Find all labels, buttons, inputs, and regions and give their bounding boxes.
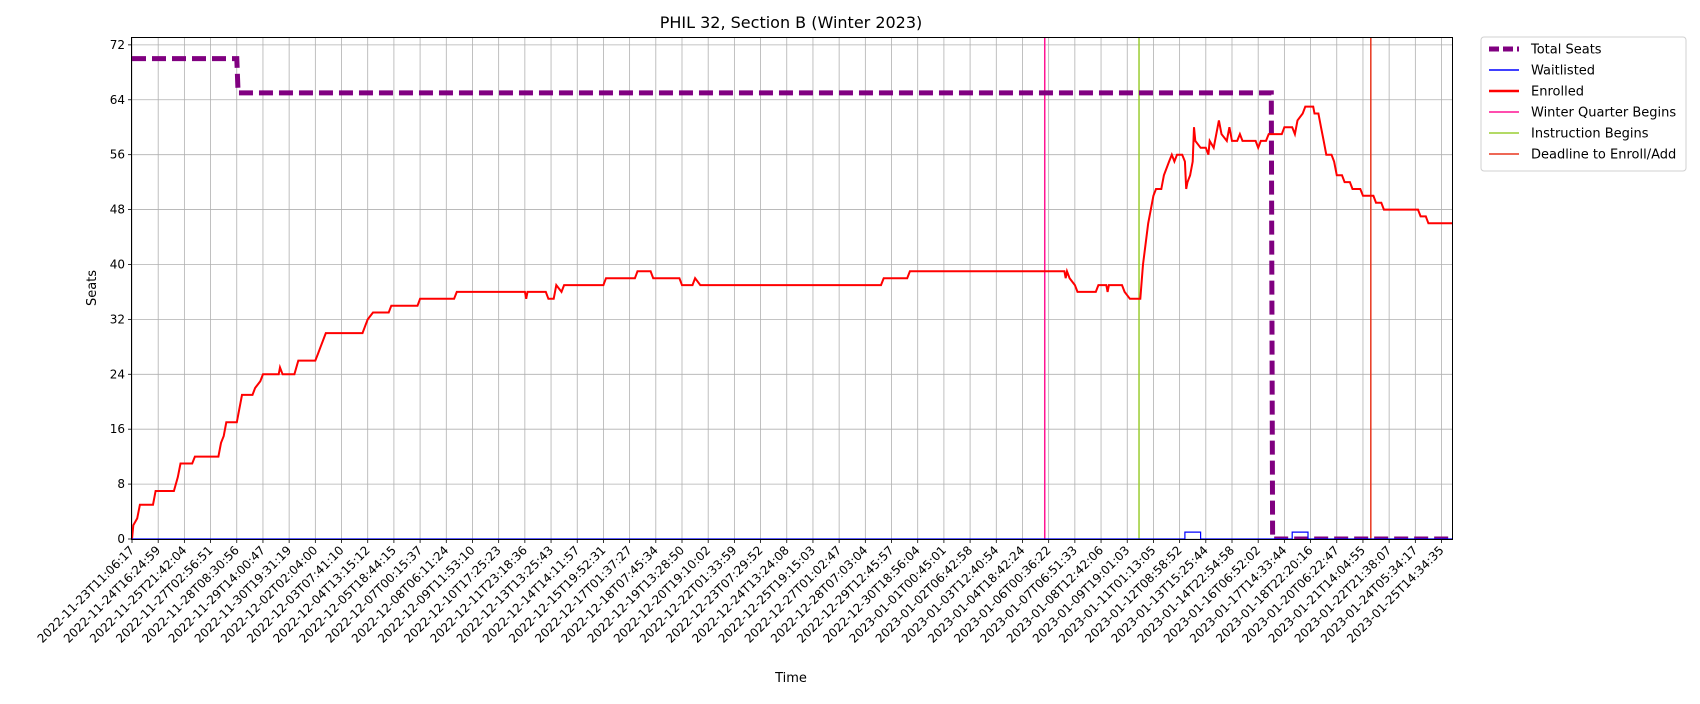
y-ticks: 0 8 16 24 32 40 48 56 64 72 [110, 38, 132, 546]
series-lines [132, 56, 1452, 539]
y-axis-label: Seats [85, 270, 100, 306]
legend-label: Waitlisted [1531, 64, 1595, 79]
legend: Total Seats Waitlisted Enrolled Winter Quar… [1480, 36, 1687, 172]
series-line-enrolled [132, 105, 1452, 539]
y-tick-label: 72 [110, 38, 125, 52]
grid [131, 38, 1452, 540]
x-axis-label: Time [774, 671, 807, 686]
legend-label: Instruction Begins [1531, 127, 1649, 142]
y-tick-label: 24 [110, 367, 125, 381]
series-line-total-seats [132, 56, 1452, 539]
legend-label: Total Seats [1530, 43, 1602, 58]
event-lines [1043, 38, 1372, 539]
y-tick-label: 40 [110, 257, 125, 271]
y-tick-label: 48 [110, 203, 125, 217]
y-tick-label: 32 [110, 312, 125, 326]
y-tick-label: 16 [110, 422, 125, 436]
y-tick-label: 64 [110, 93, 125, 107]
y-tick-label: 8 [117, 477, 125, 491]
legend-label: Deadline to Enroll/Add [1531, 148, 1676, 163]
chart-title: PHIL 32, Section B (Winter 2023) [660, 13, 923, 32]
plot-frame [131, 37, 1453, 540]
x-ticks: 2022-11-23T11:06:172022-11-24T16:24:5920… [35, 539, 1447, 646]
y-tick-label: 0 [117, 532, 125, 546]
legend-label: Winter Quarter Begins [1531, 106, 1676, 121]
legend-label: Enrolled [1531, 85, 1584, 100]
series-line-waitlisted [132, 531, 1452, 539]
legend-box [1480, 36, 1687, 172]
y-tick-label: 56 [110, 148, 125, 162]
